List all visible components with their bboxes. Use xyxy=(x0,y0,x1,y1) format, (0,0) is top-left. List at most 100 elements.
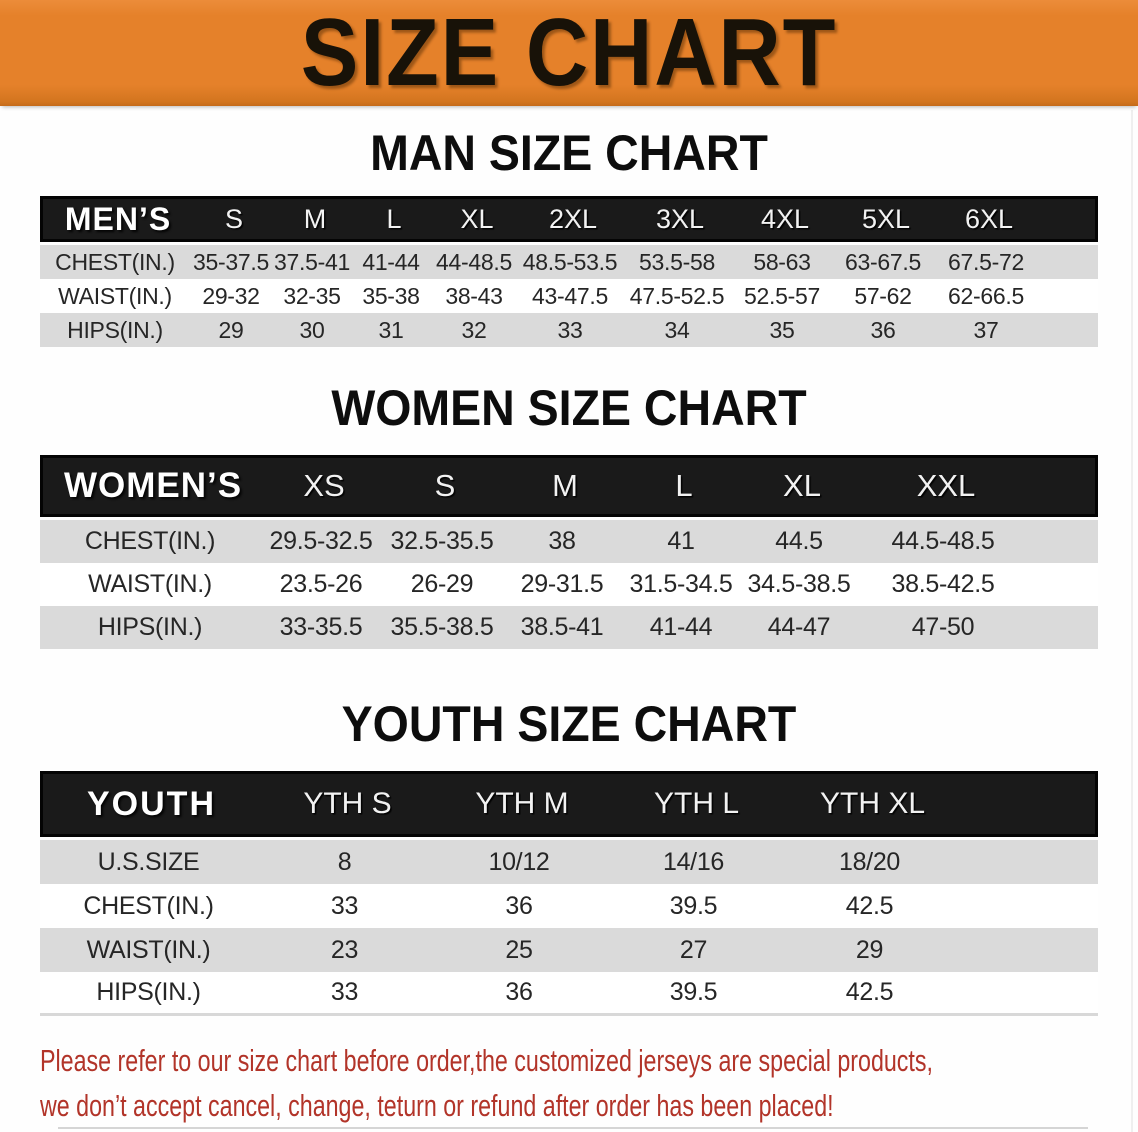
youth-waist-row: WAIST(IN.) 23 25 27 29 xyxy=(40,928,1098,972)
size-value: 47.5-52.5 xyxy=(629,282,725,309)
size-value: 38-43 xyxy=(445,282,503,309)
row-label: WAIST(IN.) xyxy=(86,935,211,964)
size-value: 41 xyxy=(667,527,695,555)
banner-title: SIZE CHART xyxy=(300,0,838,106)
size-value: 31.5-34.5 xyxy=(629,570,733,598)
women-size-table: WOMEN’S XS S M L XL XXL CHEST(IN.) 29.5-… xyxy=(40,455,1098,649)
youth-group-label: YOUTH xyxy=(87,784,216,823)
size-col-header: M xyxy=(552,468,578,503)
size-value: 38.5-42.5 xyxy=(891,570,995,598)
size-value: 44.5 xyxy=(775,527,823,555)
order-policy-line-1: Please refer to our size chart before or… xyxy=(40,1043,933,1078)
row-label: HIPS(IN.) xyxy=(67,316,163,343)
size-value: 67.5-72 xyxy=(948,248,1024,275)
youth-header-row: YOUTH YTH S YTH M YTH L YTH XL xyxy=(40,771,1098,837)
size-value: 41-44 xyxy=(362,248,420,275)
size-col-header: XL xyxy=(783,468,821,503)
size-value: 32-35 xyxy=(283,282,341,309)
size-value: 62-66.5 xyxy=(948,282,1024,309)
size-value: 35 xyxy=(769,316,795,343)
women-waist-row: WAIST(IN.) 23.5-26 26-29 29-31.5 31.5-34… xyxy=(40,563,1098,606)
women-header-row: WOMEN’S XS S M L XL XXL xyxy=(40,455,1098,517)
size-value: 35.5-38.5 xyxy=(390,613,494,641)
size-col-header: YTH M xyxy=(475,787,569,820)
women-chest-row: CHEST(IN.) 29.5-32.5 32.5-35.5 38 41 44.… xyxy=(40,520,1098,563)
size-value: 32.5-35.5 xyxy=(390,527,494,555)
size-value: 18/20 xyxy=(838,847,901,876)
size-value: 43-47.5 xyxy=(532,282,608,309)
size-col-header: L xyxy=(675,468,693,503)
size-col-header: YTH XL xyxy=(819,787,926,820)
row-label: HIPS(IN.) xyxy=(97,613,203,641)
size-value: 10/12 xyxy=(488,847,550,876)
size-col-header: 5XL xyxy=(861,203,911,234)
size-value: 32 xyxy=(461,316,487,343)
women-section-title: WOMEN SIZE CHART xyxy=(331,380,807,436)
bottom-edge-line xyxy=(58,1127,1088,1129)
size-value: 33 xyxy=(557,316,583,343)
size-col-header: L xyxy=(386,203,402,234)
size-value: 33 xyxy=(330,891,359,920)
youth-chest-row: CHEST(IN.) 33 36 39.5 42.5 xyxy=(40,884,1098,928)
size-value: 29.5-32.5 xyxy=(269,527,373,555)
size-value: 29-32 xyxy=(202,282,260,309)
size-value: 35-37.5 xyxy=(193,248,269,275)
order-policy-note: Please refer to our size chart before or… xyxy=(40,1038,933,1128)
youth-ussize-row: U.S.SIZE 8 10/12 14/16 18/20 xyxy=(40,840,1098,884)
size-value: 41-44 xyxy=(649,613,713,641)
size-value: 34.5-38.5 xyxy=(747,570,851,598)
size-value: 39.5 xyxy=(669,978,718,1006)
size-col-header: M xyxy=(303,203,327,234)
size-value: 34 xyxy=(664,316,690,343)
size-value: 29 xyxy=(218,316,244,343)
men-size-table: MEN’S S M L XL 2XL 3XL 4XL 5XL 6XL CHEST… xyxy=(40,196,1098,347)
size-value: 36 xyxy=(870,316,896,343)
size-col-header: 6XL xyxy=(964,203,1014,234)
size-col-header: XXL xyxy=(916,468,976,503)
size-value: 36 xyxy=(505,978,533,1006)
women-hips-row: HIPS(IN.) 33-35.5 35.5-38.5 38.5-41 41-4… xyxy=(40,606,1098,649)
size-col-header: 4XL xyxy=(760,203,810,234)
size-value: 44-48.5 xyxy=(436,248,512,275)
size-value: 29 xyxy=(855,935,884,964)
size-value: 23 xyxy=(330,935,359,964)
men-section-title: MAN SIZE CHART xyxy=(370,125,768,181)
men-group-label: MEN’S xyxy=(64,200,172,237)
size-value: 48.5-53.5 xyxy=(522,248,618,275)
size-value: 42.5 xyxy=(845,891,894,920)
size-col-header: S xyxy=(434,468,456,503)
size-value: 44.5-48.5 xyxy=(891,527,995,555)
row-label: CHEST(IN.) xyxy=(55,248,175,275)
youth-section-title: YOUTH SIZE CHART xyxy=(341,696,797,752)
men-waist-row: WAIST(IN.) 29-32 32-35 35-38 38-43 43-47… xyxy=(40,279,1098,313)
size-value: 58-63 xyxy=(753,248,811,275)
size-value: 38 xyxy=(548,527,576,555)
size-value: 14/16 xyxy=(662,847,725,876)
size-value: 30 xyxy=(299,316,325,343)
size-value: 25 xyxy=(505,935,533,964)
size-value: 8 xyxy=(337,847,352,876)
row-label: U.S.SIZE xyxy=(97,847,200,876)
size-col-header: YTH L xyxy=(653,787,740,820)
size-value: 36 xyxy=(505,891,533,920)
size-value: 38.5-41 xyxy=(520,613,604,641)
size-col-header: S xyxy=(224,203,243,234)
size-value: 37.5-41 xyxy=(274,248,350,275)
size-value: 63-67.5 xyxy=(845,248,921,275)
row-label: CHEST(IN.) xyxy=(84,527,216,555)
size-value: 33-35.5 xyxy=(279,613,363,641)
men-chest-row: CHEST(IN.) 35-37.5 37.5-41 41-44 44-48.5… xyxy=(40,245,1098,279)
youth-size-table: YOUTH YTH S YTH M YTH L YTH XL U.S.SIZE … xyxy=(40,771,1098,1016)
women-group-label: WOMEN’S xyxy=(63,466,243,505)
size-value: 57-62 xyxy=(854,282,912,309)
size-value: 31 xyxy=(378,316,404,343)
banner: SIZE CHART xyxy=(0,0,1138,106)
size-value: 47-50 xyxy=(911,613,975,641)
men-header-row: MEN’S S M L XL 2XL 3XL 4XL 5XL 6XL xyxy=(40,196,1098,242)
size-value: 52.5-57 xyxy=(744,282,820,309)
size-value: 27 xyxy=(679,935,708,964)
size-col-header: 3XL xyxy=(655,203,705,234)
size-value: 39.5 xyxy=(669,891,718,920)
men-hips-row: HIPS(IN.) 29 30 31 32 33 34 35 36 37 xyxy=(40,313,1098,347)
size-col-header: 2XL xyxy=(548,203,598,234)
